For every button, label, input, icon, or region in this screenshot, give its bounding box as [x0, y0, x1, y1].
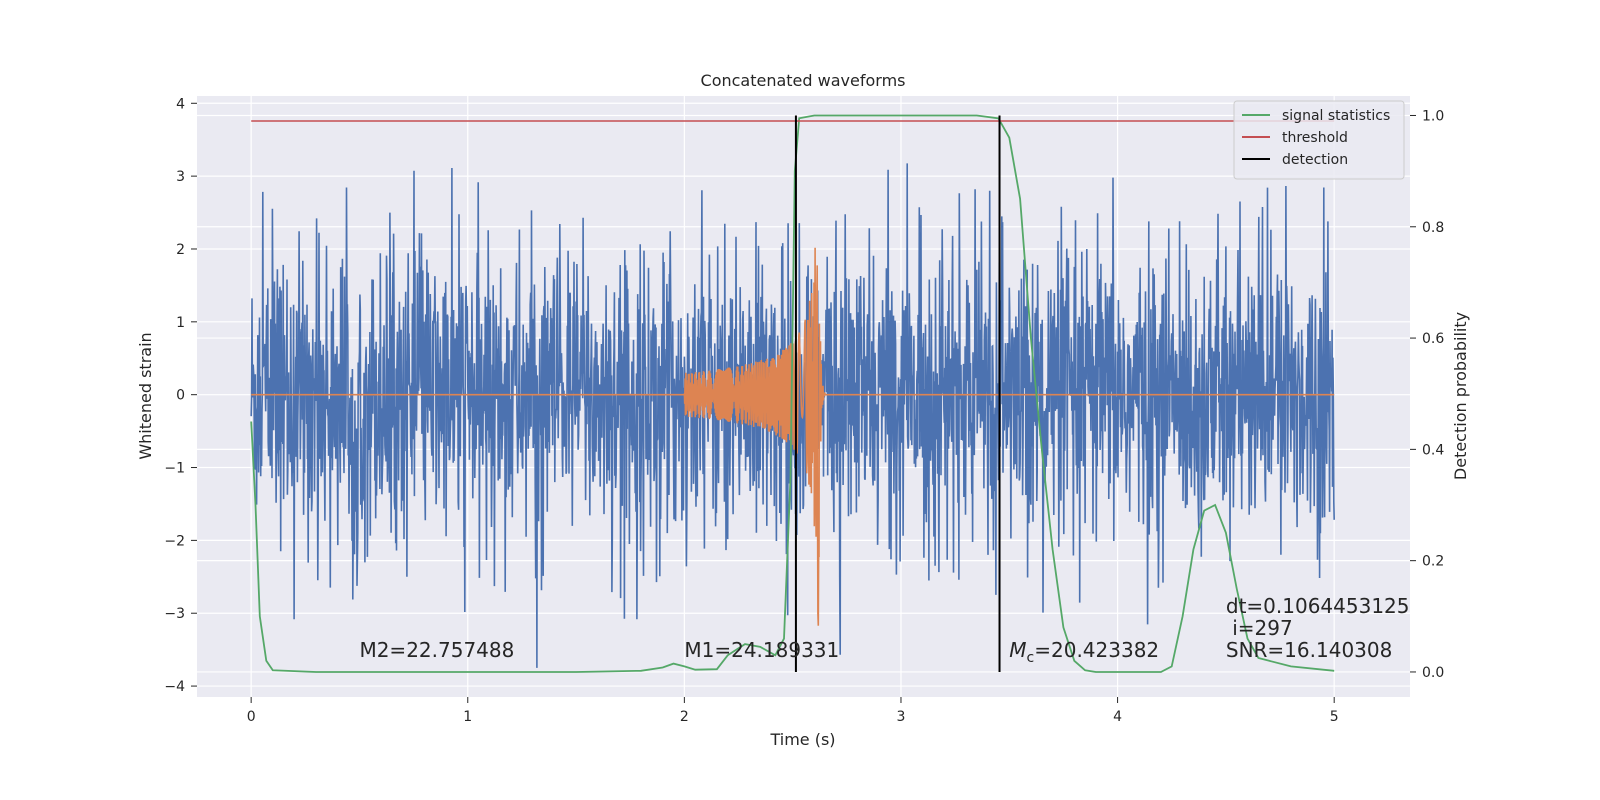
y-right-tick-label: 0.4 — [1422, 442, 1444, 458]
x-tick-label: 2 — [680, 709, 689, 725]
y-right-tick-label: 0.8 — [1422, 220, 1444, 236]
y-axis-label-right: Detection probability — [1451, 312, 1470, 480]
x-tick-label: 5 — [1330, 709, 1339, 725]
annotation-text: SNR=16.140308 — [1226, 638, 1392, 662]
legend-label: signal statistics — [1282, 108, 1390, 124]
annotation-text: i=297 — [1226, 616, 1293, 640]
y-right-tick-label: 1.0 — [1422, 108, 1444, 124]
y-axis-label-left: Whitened strain — [136, 332, 155, 459]
annotation-rest: =20.423382 — [1034, 638, 1159, 662]
y-right-tick-label: 0.2 — [1422, 554, 1444, 570]
y-tick-label: −1 — [164, 461, 185, 477]
y-right-tick-label: 0.0 — [1422, 665, 1444, 681]
legend-box — [1233, 100, 1405, 180]
axes: 0 1 2 3 4 5 −4 −3 −2 −1 0 1 2 3 4 0.0 0.2 0.4 0.6 0.8 1.0 — [164, 96, 1444, 725]
y-tick-label: 3 — [176, 169, 185, 185]
x-axis-label: Time (s) — [769, 730, 835, 749]
annotation-text: Mc=20.423382 — [1009, 638, 1159, 666]
y-right-tick-label: 0.6 — [1422, 331, 1444, 347]
x-tick-label: 1 — [463, 709, 472, 725]
annotation-subscript: c — [1027, 650, 1035, 666]
y-tick-label: −3 — [164, 606, 185, 622]
y-tick-label: 1 — [176, 315, 185, 331]
annotation-text: M1=24.189331 — [684, 638, 839, 662]
annotations: M2=22.757488 M1=24.189331 Mc=20.423382 dt=0… — [359, 594, 1409, 666]
y-tick-label: 2 — [176, 242, 185, 258]
y-tick-label: −2 — [164, 533, 185, 549]
series-layer — [250, 114, 1335, 673]
y-tick-label: −4 — [164, 679, 185, 695]
annotation-italic: M — [1009, 638, 1026, 662]
legend-label: threshold — [1282, 130, 1348, 146]
legend: signal statistics threshold detection — [1233, 100, 1405, 180]
chart-title: Concatenated waveforms — [701, 71, 906, 90]
annotation-text: M2=22.757488 — [359, 638, 514, 662]
y-tick-label: 4 — [176, 96, 185, 112]
annotation-text: dt=0.1064453125 — [1226, 594, 1410, 618]
y-tick-label: 0 — [176, 388, 185, 404]
x-tick-label: 4 — [1113, 709, 1122, 725]
legend-label: detection — [1282, 152, 1348, 168]
signal-statistics-line — [250, 114, 1335, 673]
x-tick-label: 3 — [897, 709, 906, 725]
x-tick-label: 0 — [247, 709, 256, 725]
